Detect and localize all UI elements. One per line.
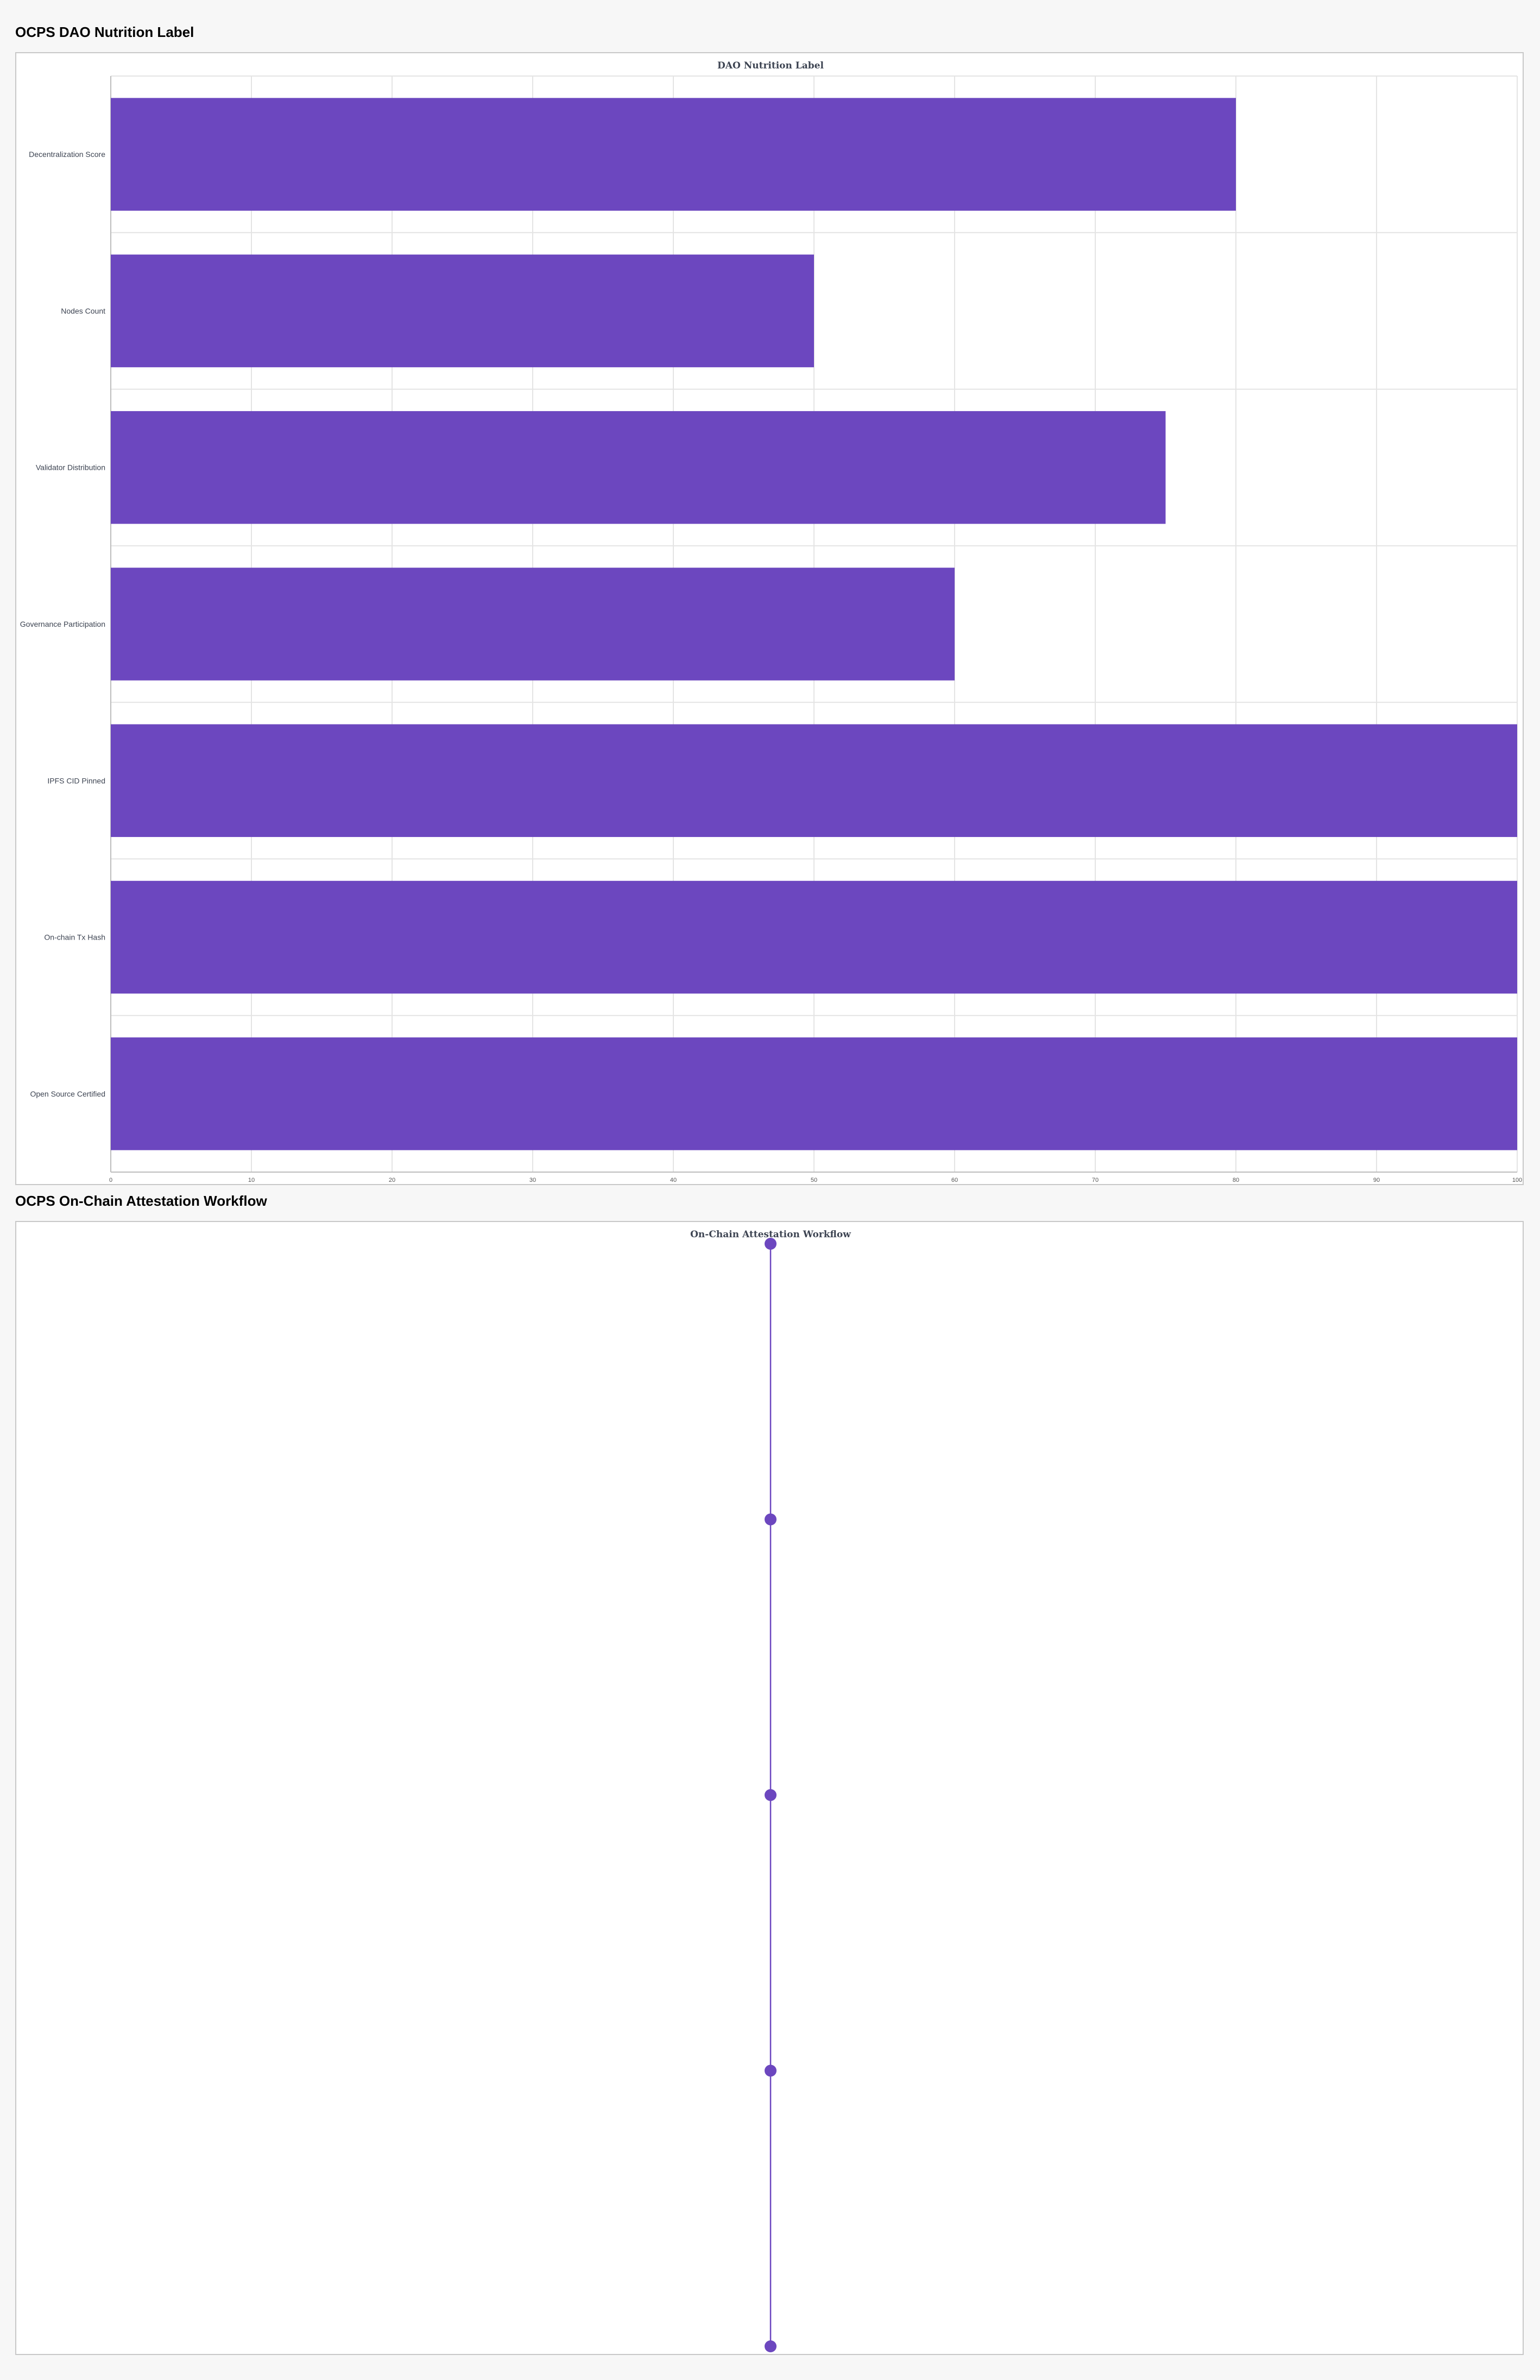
category-label: Open Source Certified [30,1090,105,1098]
category-label: Nodes Count [61,306,105,315]
workflow-chart-title: On-Chain Attestation Workflow [690,1229,851,1240]
nutrition-section-title: OCPS DAO Nutrition Label [15,24,194,40]
workflow-chart-panel: On-Chain Attestation Workflow [15,1221,1524,2355]
bar [111,98,1236,211]
workflow-step-point [765,1513,777,1526]
workflow-chart: On-Chain Attestation Workflow [690,1229,851,2352]
category-label: Decentralization Score [29,150,105,159]
workflow-step-point [765,1238,777,1250]
x-tick-label: 30 [529,1177,536,1183]
x-tick-label: 0 [109,1177,112,1183]
bar [111,880,1517,994]
category-label: IPFS CID Pinned [47,776,105,785]
category-label: On-chain Tx Hash [44,933,105,942]
workflow-step-point [765,2064,777,2077]
workflow-step-point [765,1789,777,1801]
x-tick-label: 10 [248,1177,255,1183]
x-tick-label: 100 [1512,1177,1522,1183]
x-tick-label: 70 [1092,1177,1099,1183]
bar [111,568,955,681]
x-tick-label: 60 [951,1177,958,1183]
nutrition-chart-panel: DAO Nutrition Label Decentralization Sco… [15,52,1524,1185]
x-tick-label: 20 [389,1177,395,1183]
bar [111,724,1517,838]
bar [111,1037,1517,1150]
x-tick-label: 80 [1233,1177,1239,1183]
category-label: Validator Distribution [36,463,105,472]
x-tick-label: 40 [670,1177,677,1183]
workflow-section-title: OCPS On-Chain Attestation Workflow [15,1193,267,1209]
nutrition-chart-title: DAO Nutrition Label [717,60,824,71]
bar [111,254,814,368]
bar [111,411,1166,524]
x-tick-label: 50 [811,1177,817,1183]
x-tick-label: 90 [1373,1177,1380,1183]
nutrition-bar-chart: DAO Nutrition Label Decentralization Sco… [20,60,1522,1183]
category-label: Governance Participation [20,620,105,628]
workflow-step-point [765,2340,777,2352]
